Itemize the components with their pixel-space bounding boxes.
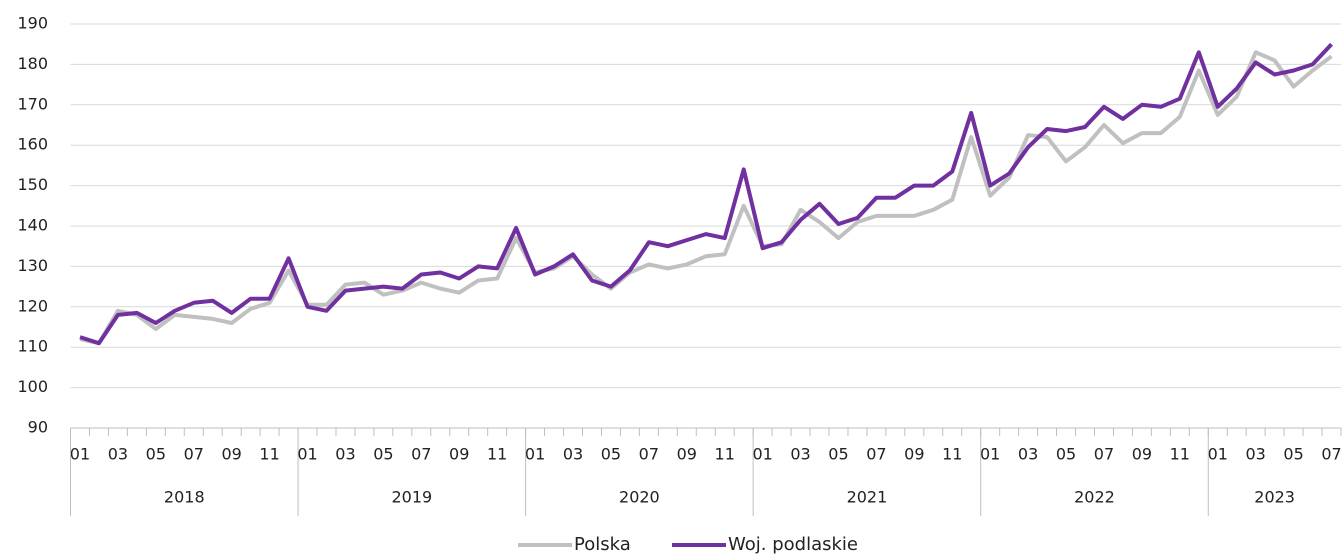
x-tick-label: 01 <box>525 445 545 464</box>
year-label: 2023 <box>1254 488 1295 507</box>
x-tick-label: 07 <box>411 445 431 464</box>
x-tick-label: 09 <box>222 445 242 464</box>
x-tick-label: 01 <box>980 445 1000 464</box>
x-tick-label: 07 <box>1094 445 1114 464</box>
series-line <box>79 50 1333 346</box>
y-tick-label: 140 <box>17 216 48 235</box>
x-tick-label: 07 <box>1321 445 1341 464</box>
x-tick-label: 09 <box>904 445 924 464</box>
x-tick-label: 01 <box>297 445 317 464</box>
x-tick-label: 05 <box>828 445 848 464</box>
x-tick-label: 03 <box>563 445 583 464</box>
x-tick-label: 11 <box>487 445 507 464</box>
y-tick-label: 180 <box>17 54 48 73</box>
x-tick-label: 05 <box>373 445 393 464</box>
x-tick-label: 03 <box>1018 445 1038 464</box>
x-tick-label: 05 <box>601 445 621 464</box>
year-label: 2021 <box>847 488 888 507</box>
series-line <box>79 42 1333 346</box>
year-label: 2019 <box>391 488 432 507</box>
x-tick-label: 07 <box>184 445 204 464</box>
x-tick-label: 05 <box>1283 445 1303 464</box>
x-tick-label: 09 <box>677 445 697 464</box>
y-tick-label: 170 <box>17 94 48 113</box>
y-tick-label: 120 <box>17 296 48 315</box>
x-tick-label: 03 <box>108 445 128 464</box>
x-tick-label: 03 <box>790 445 810 464</box>
y-tick-label: 110 <box>17 337 48 356</box>
x-tick-label: 07 <box>866 445 886 464</box>
x-tick-label: 09 <box>1132 445 1152 464</box>
x-tick-label: 03 <box>1245 445 1265 464</box>
y-tick-label: 100 <box>17 377 48 396</box>
y-tick-label: 190 <box>17 14 48 33</box>
legend-label: Polska <box>574 534 631 555</box>
year-label: 2018 <box>164 488 205 507</box>
x-tick-label: 07 <box>639 445 659 464</box>
x-tick-label: 01 <box>1208 445 1228 464</box>
y-tick-label: 160 <box>17 135 48 154</box>
x-tick-label: 11 <box>942 445 962 464</box>
x-tick-label: 11 <box>1170 445 1190 464</box>
x-tick-label: 05 <box>146 445 166 464</box>
x-tick-label: 03 <box>335 445 355 464</box>
x-tick-label: 11 <box>259 445 279 464</box>
y-tick-label: 130 <box>17 256 48 275</box>
year-label: 2020 <box>619 488 660 507</box>
y-tick-label: 90 <box>28 418 48 437</box>
y-tick-label: 150 <box>17 175 48 194</box>
x-tick-label: 11 <box>715 445 735 464</box>
x-tick-label: 09 <box>449 445 469 464</box>
legend-label: Woj. podlaskie <box>728 534 858 555</box>
year-label: 2022 <box>1074 488 1115 507</box>
x-tick-label: 05 <box>1056 445 1076 464</box>
x-tick-label: 01 <box>70 445 90 464</box>
x-tick-label: 01 <box>752 445 772 464</box>
